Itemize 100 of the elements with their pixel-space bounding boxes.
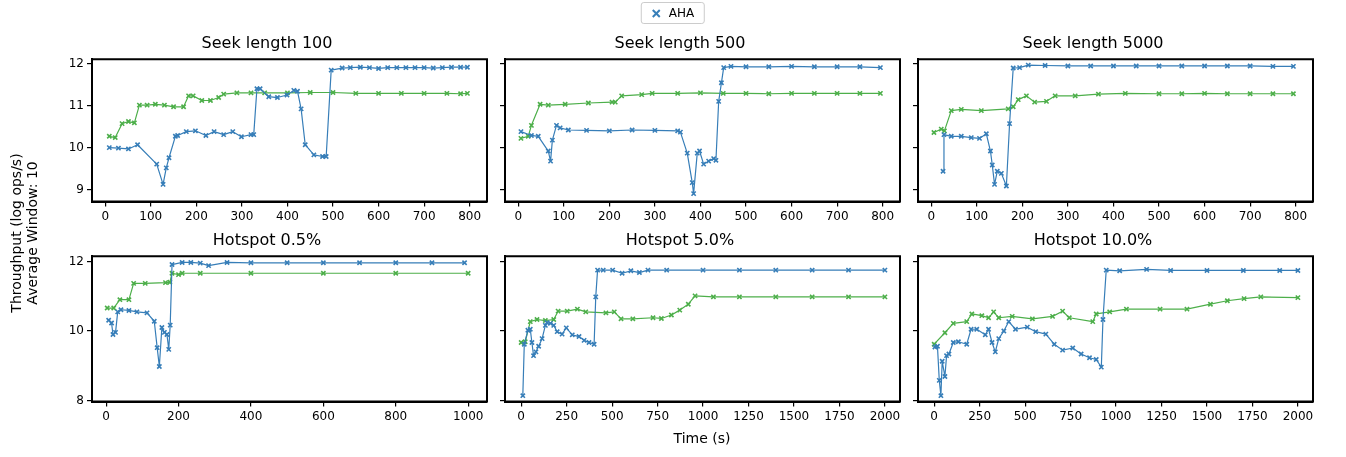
x-tick-label: 600 — [1193, 208, 1217, 223]
point — [685, 301, 692, 308]
x-tick-label: 700 — [412, 208, 436, 223]
point — [1240, 267, 1247, 274]
point — [720, 90, 727, 97]
y-tick-label: 12 — [68, 253, 84, 268]
x-tick-label: 1000 — [687, 408, 719, 423]
point — [809, 293, 816, 300]
x-tick-label: 250 — [555, 408, 579, 423]
point — [366, 64, 373, 71]
point — [684, 150, 691, 157]
chart-title: Seek length 500 — [614, 32, 746, 52]
point — [535, 133, 542, 140]
legend-label: AHA — [668, 6, 695, 20]
x-tick-label: 100 — [552, 208, 576, 223]
x-tick-label: 700 — [825, 208, 849, 223]
point — [674, 90, 681, 97]
point — [555, 308, 562, 315]
point — [998, 170, 1005, 177]
point — [557, 124, 564, 131]
point — [1072, 92, 1079, 99]
point — [1052, 92, 1059, 99]
point — [939, 358, 946, 365]
point — [233, 89, 240, 96]
x-tick-label: 600 — [367, 208, 391, 223]
y-tick-label: 12 — [68, 55, 84, 70]
point — [564, 308, 571, 315]
point — [950, 320, 957, 327]
x-tick-label: 1250 — [733, 408, 764, 423]
x-tick-label: 0 — [927, 208, 936, 223]
x-tick-label: 800 — [458, 208, 482, 223]
x-tick-label: 1000 — [1100, 408, 1132, 423]
point — [352, 90, 359, 97]
x-tick-label: 250 — [968, 408, 992, 423]
point — [645, 267, 651, 274]
x-tick-label: 500 — [321, 208, 345, 223]
point — [765, 90, 772, 97]
point — [856, 63, 863, 70]
x-tick-label: 100 — [139, 208, 163, 223]
chart-title: Seek length 100 — [201, 32, 333, 52]
point — [1010, 103, 1017, 110]
point — [772, 267, 779, 274]
point — [144, 309, 150, 316]
point — [700, 267, 706, 274]
x-tick-label: 0 — [517, 408, 526, 423]
x-tick-label: 1500 — [1191, 408, 1223, 423]
x-tick-label: 400 — [276, 208, 299, 223]
point — [347, 64, 354, 71]
point — [569, 331, 576, 338]
point — [229, 128, 236, 135]
point — [559, 331, 566, 338]
point — [973, 326, 980, 333]
point — [968, 311, 975, 317]
y-tick-label: 10 — [68, 323, 84, 338]
point — [528, 122, 535, 129]
point — [995, 314, 1002, 321]
point — [1167, 267, 1174, 274]
point — [788, 63, 795, 70]
point — [1143, 266, 1150, 273]
point — [1049, 313, 1056, 320]
point — [955, 338, 962, 345]
point — [811, 63, 818, 70]
point — [130, 280, 137, 287]
point — [1247, 63, 1254, 69]
point — [636, 269, 643, 276]
point — [183, 128, 190, 135]
point — [179, 270, 186, 277]
point — [384, 64, 391, 71]
x-tick-label: 1750 — [1237, 408, 1268, 423]
x-tick-label: 400 — [1102, 208, 1125, 223]
point — [958, 106, 965, 113]
point — [1103, 267, 1110, 274]
point — [328, 67, 335, 74]
point — [320, 270, 327, 277]
point — [1078, 351, 1085, 357]
point — [1051, 341, 1058, 348]
point — [765, 63, 772, 70]
point — [205, 262, 212, 269]
point — [248, 89, 254, 96]
point — [298, 105, 305, 112]
point — [1156, 63, 1162, 69]
x-axis-title: Time (s) — [673, 430, 731, 446]
point — [563, 324, 570, 331]
x-tick-label: 500 — [1147, 208, 1171, 223]
point — [125, 118, 132, 125]
point — [689, 179, 696, 186]
point — [658, 315, 665, 322]
y-tick-label: 9 — [76, 181, 84, 196]
x-tick-label: 1500 — [778, 408, 810, 423]
x-tick-label: 800 — [871, 208, 895, 223]
x-tick-label: 800 — [384, 408, 408, 423]
point — [629, 127, 636, 133]
point — [1016, 64, 1023, 71]
y-tick-label: 11 — [68, 97, 84, 112]
point — [197, 260, 204, 267]
point — [638, 91, 645, 98]
x-tick-label: 400 — [689, 208, 712, 223]
point — [151, 318, 158, 325]
x-tick-label: 200 — [167, 408, 190, 423]
point — [439, 64, 446, 71]
